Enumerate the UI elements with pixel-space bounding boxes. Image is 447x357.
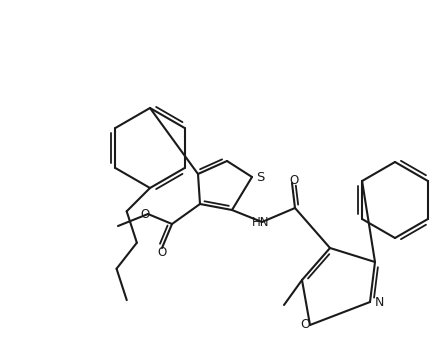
Text: O: O [157,246,167,260]
Text: N: N [375,296,384,308]
Text: O: O [289,174,299,186]
Text: HN: HN [252,216,270,228]
Text: O: O [140,207,150,221]
Text: O: O [300,318,310,332]
Text: S: S [256,171,264,183]
